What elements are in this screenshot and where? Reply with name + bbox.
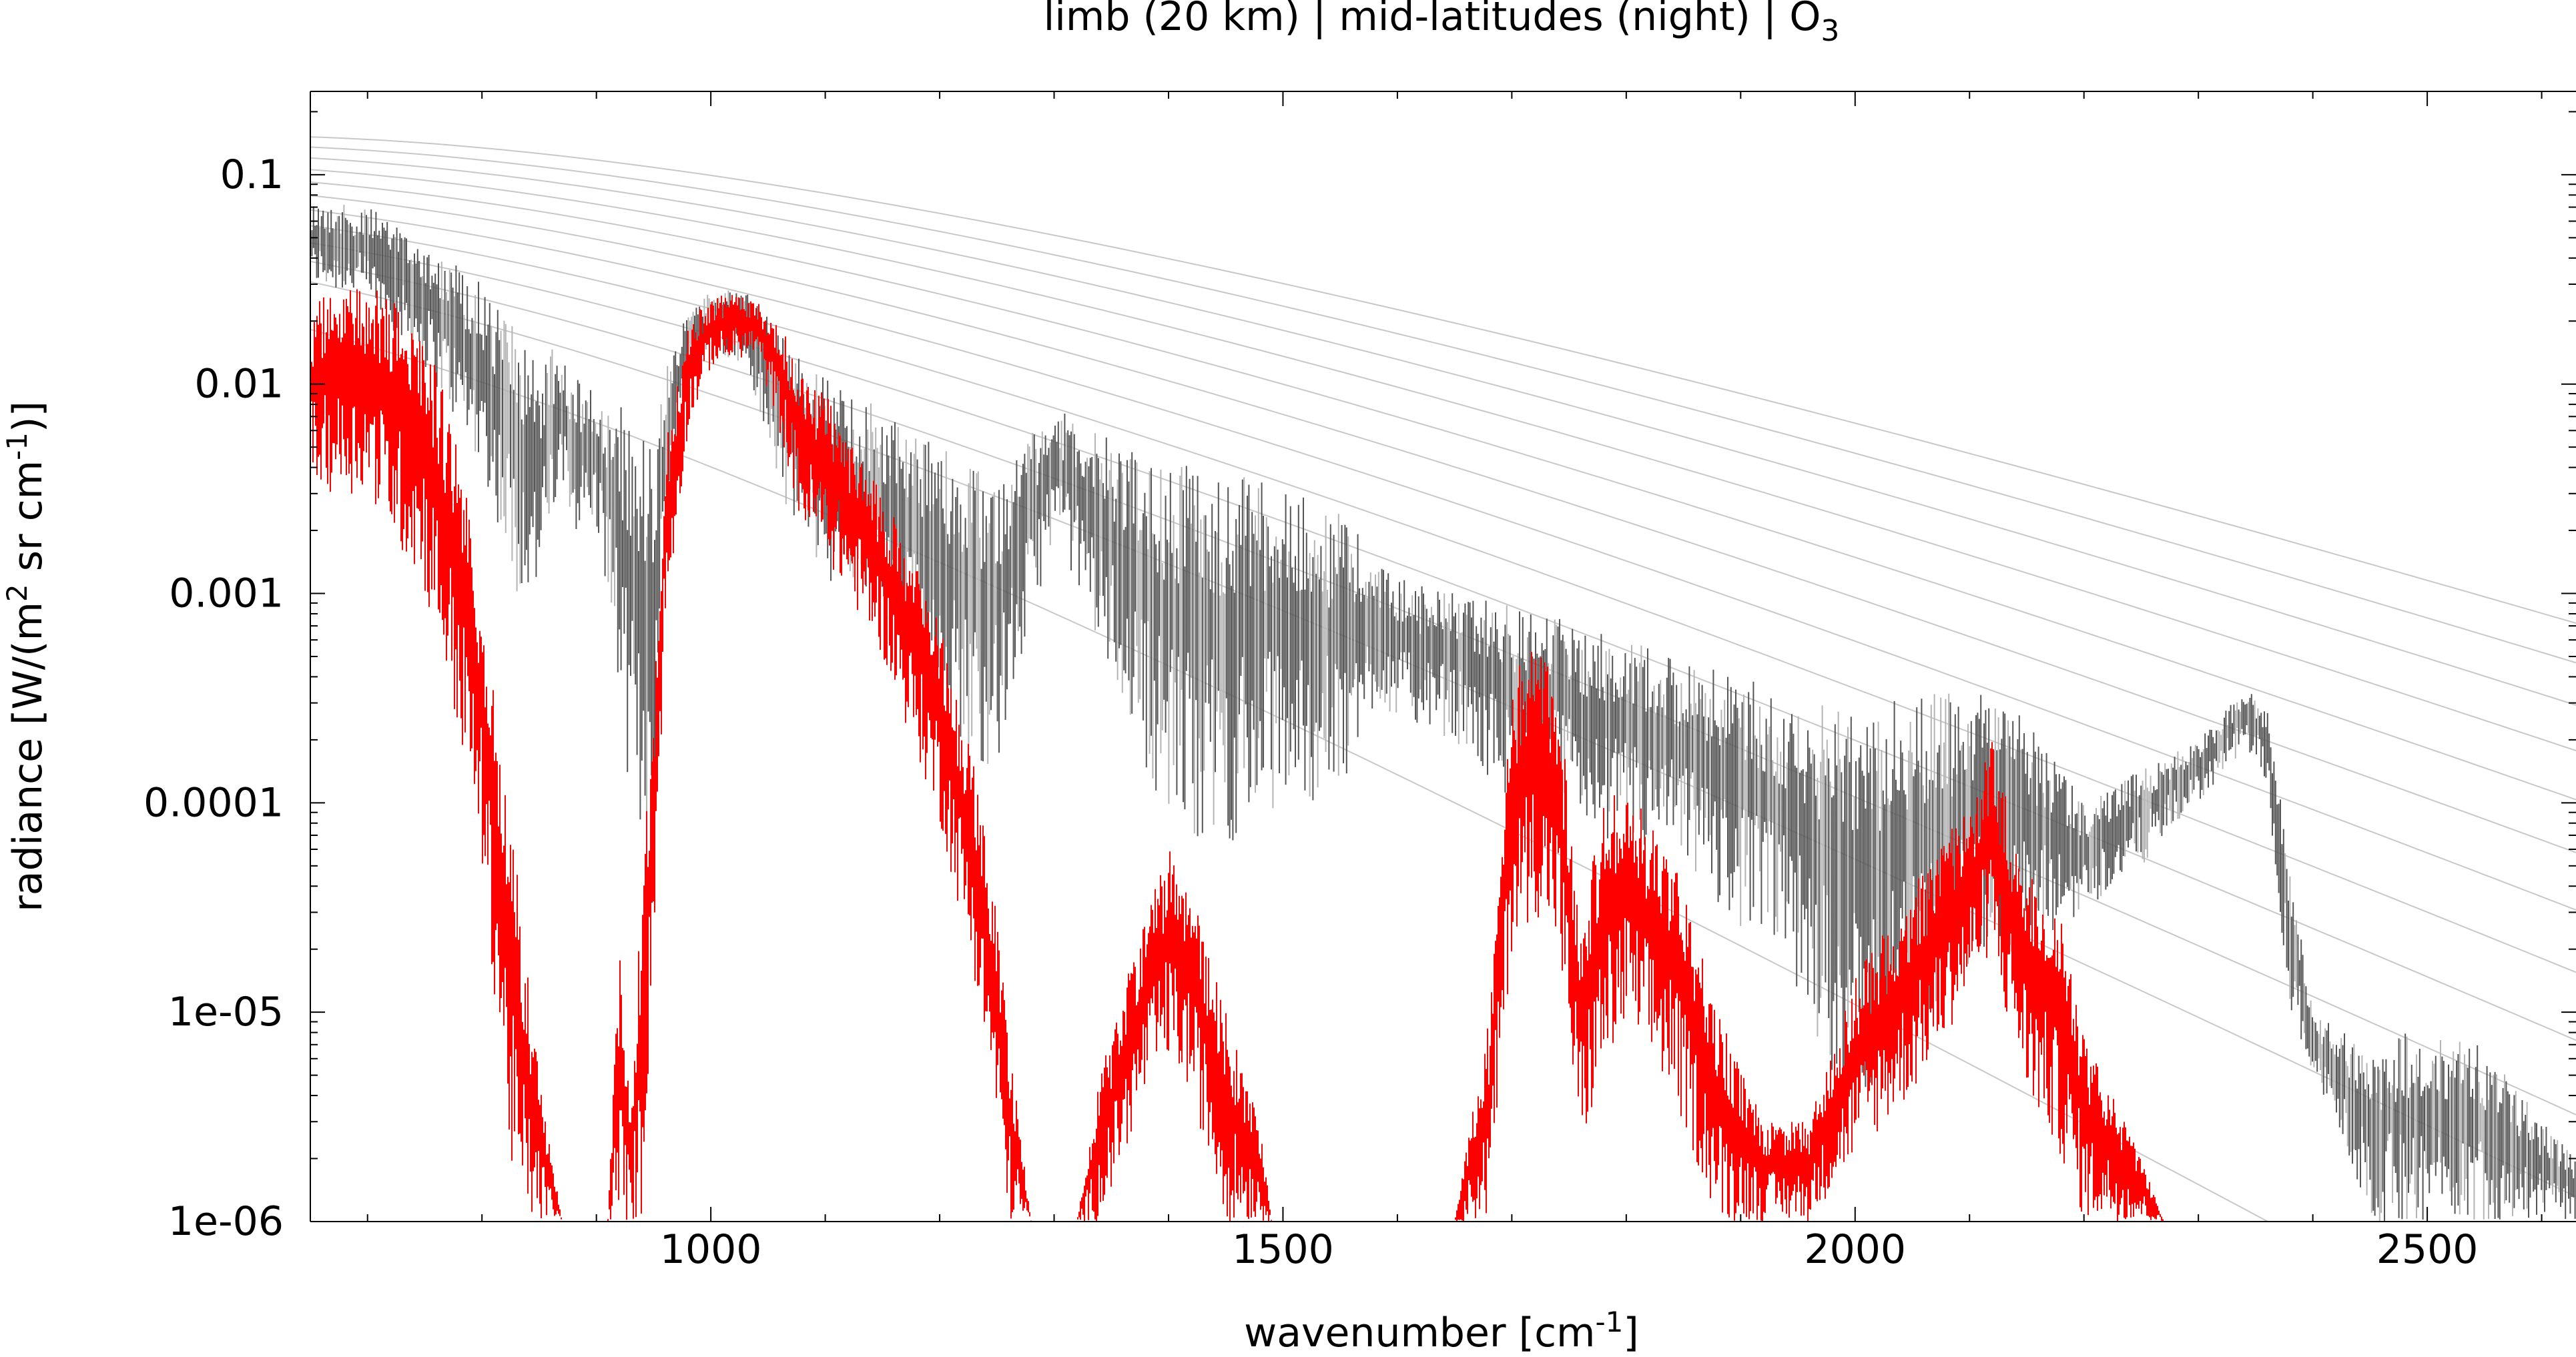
planck-curve-230K: [310, 225, 2576, 973]
y-axis-label-sup1: 2: [1, 584, 33, 602]
planck-curve-290K: [310, 146, 2576, 664]
total-spectrum: [310, 204, 2576, 1222]
planck-curve-280K: [310, 157, 2576, 706]
y-axis: 1e-06 1e-05 0.0001 0.001 0.01 0.1: [143, 111, 2576, 1245]
y-tick-label: 0.0001: [143, 779, 284, 826]
planck-curve-250K: [310, 195, 2576, 853]
x-tick-label: 2500: [2376, 1226, 2479, 1273]
spectrum-target-lines: [310, 289, 2164, 1222]
y-tick-label: 1e-05: [168, 989, 284, 1035]
x-tick-label: 1500: [1232, 1226, 1334, 1273]
x-axis-label: wavenumber [cm-1]: [1244, 1306, 1639, 1356]
planck-curve-260K: [310, 181, 2576, 801]
planck-curve-300K: [310, 136, 2576, 624]
y-axis-label-sup2: -1: [1, 432, 33, 460]
x-axis: 1000 1500 2000 2500: [366, 91, 2543, 1273]
y-axis-label: radiance [W/(m2 sr cm-1)]: [1, 401, 51, 912]
chart-title: limb (20 km) | mid-latitudes (night) | O…: [1044, 0, 1840, 48]
y-tick-label: 0.01: [194, 361, 284, 408]
planck-curve-270K: [310, 169, 2576, 752]
planck-curve-180K: [310, 328, 2270, 1222]
x-tick-label: 2000: [1804, 1226, 1906, 1273]
x-axis-label-sup: -1: [1596, 1306, 1624, 1338]
chart-title-subscript: 3: [1821, 14, 1839, 48]
target-spectrum: [310, 289, 2164, 1222]
y-tick-label: 0.1: [220, 151, 284, 198]
y-tick-label: 1e-06: [168, 1198, 284, 1245]
y-tick-label: 0.001: [169, 570, 284, 617]
x-tick-label: 1000: [660, 1226, 762, 1273]
